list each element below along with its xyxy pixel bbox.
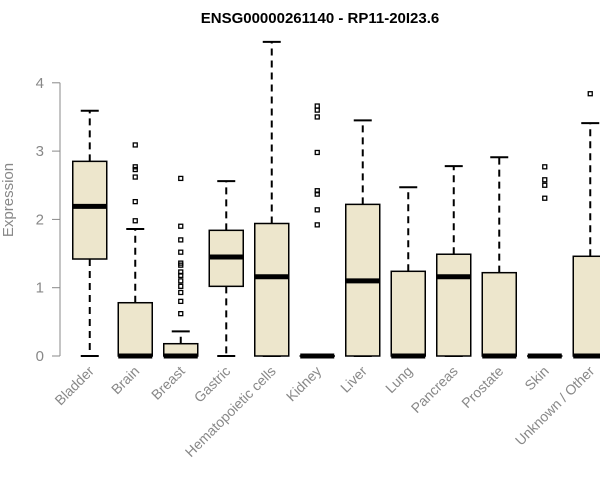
outlier-point <box>178 175 184 182</box>
outlier-point <box>314 103 320 109</box>
outlier-point <box>314 188 320 194</box>
x-tick-label: Bladder <box>51 363 97 409</box>
box-unknown-other <box>572 91 600 359</box>
outlier-point <box>314 149 320 156</box>
y-axis-label: Expression <box>0 163 17 237</box>
outlier-point <box>314 114 320 120</box>
outlier-point <box>178 260 184 266</box>
outlier-point <box>542 177 548 183</box>
box-iqr <box>436 253 472 357</box>
box-iqr <box>572 255 600 357</box>
outlier-point <box>178 298 184 305</box>
box-gastric <box>208 180 244 357</box>
outlier-point <box>542 164 548 170</box>
x-tick-label: Brain <box>108 363 142 397</box>
box-iqr <box>481 271 517 357</box>
outlier-point <box>178 311 184 317</box>
y-axis: 0 1 2 3 4 <box>36 75 61 365</box>
x-tick-label: Unknown / Other <box>512 363 598 449</box>
box-hematopoietic-cells <box>254 40 290 357</box>
x-tick-label: Kidney <box>283 363 325 405</box>
outlier-point <box>178 237 184 243</box>
outlier-point <box>314 107 320 113</box>
outlier-point <box>542 182 548 188</box>
x-tick-label: Pancreas <box>408 363 461 416</box>
chart-title: ENSG00000261140 - RP11-20I23.6 <box>201 10 440 27</box>
outlier-point <box>132 174 138 180</box>
y-tick-label: 4 <box>36 75 44 92</box>
y-tick-label: 1 <box>36 280 44 297</box>
outlier-point <box>132 164 138 170</box>
x-tick-label: Hematopoietic cells <box>182 363 279 460</box>
box-iqr <box>117 301 153 357</box>
x-tick-label: Liver <box>337 363 370 396</box>
outlier-point <box>178 289 184 296</box>
outlier-point <box>132 198 138 205</box>
x-tick-label: Gastric <box>191 363 234 406</box>
outlier-point <box>178 283 184 289</box>
outlier-point <box>132 166 138 173</box>
box-brain <box>117 142 153 359</box>
outlier-point <box>178 269 184 275</box>
box-liver <box>345 119 381 357</box>
y-tick-label: 0 <box>36 348 44 365</box>
y-tick-label: 3 <box>36 143 44 160</box>
x-tick-label: Skin <box>521 363 552 394</box>
box-lung <box>390 186 426 359</box>
outlier-point <box>314 222 320 228</box>
x-tick-label: Lung <box>382 363 415 396</box>
outlier-point <box>542 195 548 201</box>
outlier-point <box>132 142 138 148</box>
box-breast <box>163 175 199 359</box>
box-pancreas <box>436 165 472 357</box>
outlier-point <box>132 218 138 224</box>
box-skin <box>527 164 563 359</box>
box-bladder <box>72 109 108 357</box>
boxes-group <box>72 40 600 359</box>
outlier-point <box>178 249 184 255</box>
outlier-point <box>314 207 320 213</box>
outlier-point <box>178 223 184 229</box>
x-tick-label: Breast <box>148 363 188 403</box>
box-iqr <box>254 222 290 357</box>
outlier-point <box>178 278 184 284</box>
box-iqr <box>390 270 426 357</box>
y-tick-label: 2 <box>36 211 44 228</box>
x-tick-label: Prostate <box>458 363 506 411</box>
box-prostate <box>481 156 517 359</box>
outlier-point <box>587 91 593 97</box>
box-iqr <box>72 160 108 260</box>
box-kidney <box>299 103 335 359</box>
